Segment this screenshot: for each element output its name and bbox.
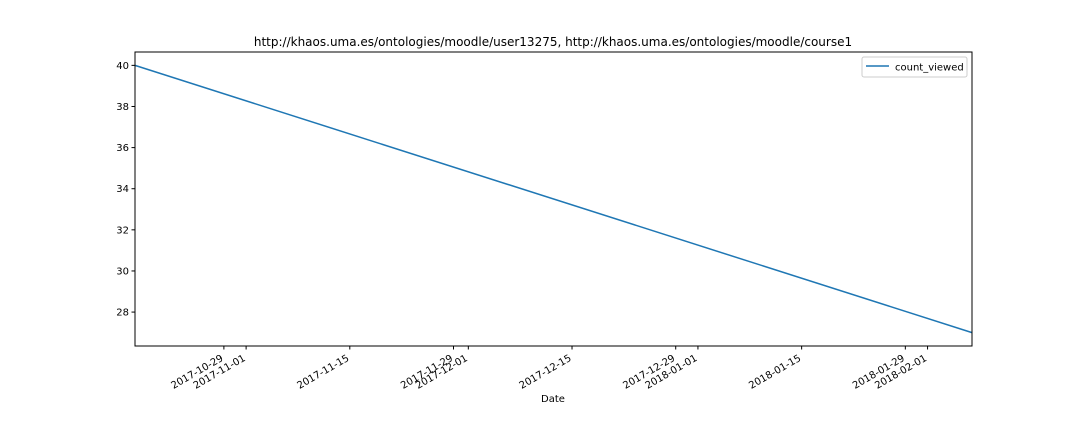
- x-tick-label-5: 2017-12-15: [518, 353, 574, 392]
- y-tick-label-0: 28: [116, 308, 129, 319]
- series-line-count_viewed: [134, 64, 973, 334]
- y-tick-label-1: 30: [116, 266, 129, 277]
- y-tick-label-3: 34: [116, 184, 129, 195]
- legend: count_viewed: [861, 56, 968, 78]
- chart-title: http://khaos.uma.es/ontologies/moodle/us…: [254, 35, 852, 49]
- y-tick-label-6: 40: [116, 61, 129, 72]
- y-tick-label-5: 38: [116, 102, 129, 113]
- y-tick-label-4: 36: [116, 143, 129, 154]
- legend-box: [861, 56, 968, 78]
- x-tick-label-8: 2018-01-15: [747, 353, 803, 392]
- y-tick-label-2: 32: [116, 225, 129, 236]
- axes-frame: [134, 51, 973, 347]
- x-tick-label-2: 2017-11-15: [295, 353, 351, 392]
- legend-label-count-viewed: count_viewed: [895, 63, 964, 74]
- x-axis-label: Date: [541, 394, 565, 405]
